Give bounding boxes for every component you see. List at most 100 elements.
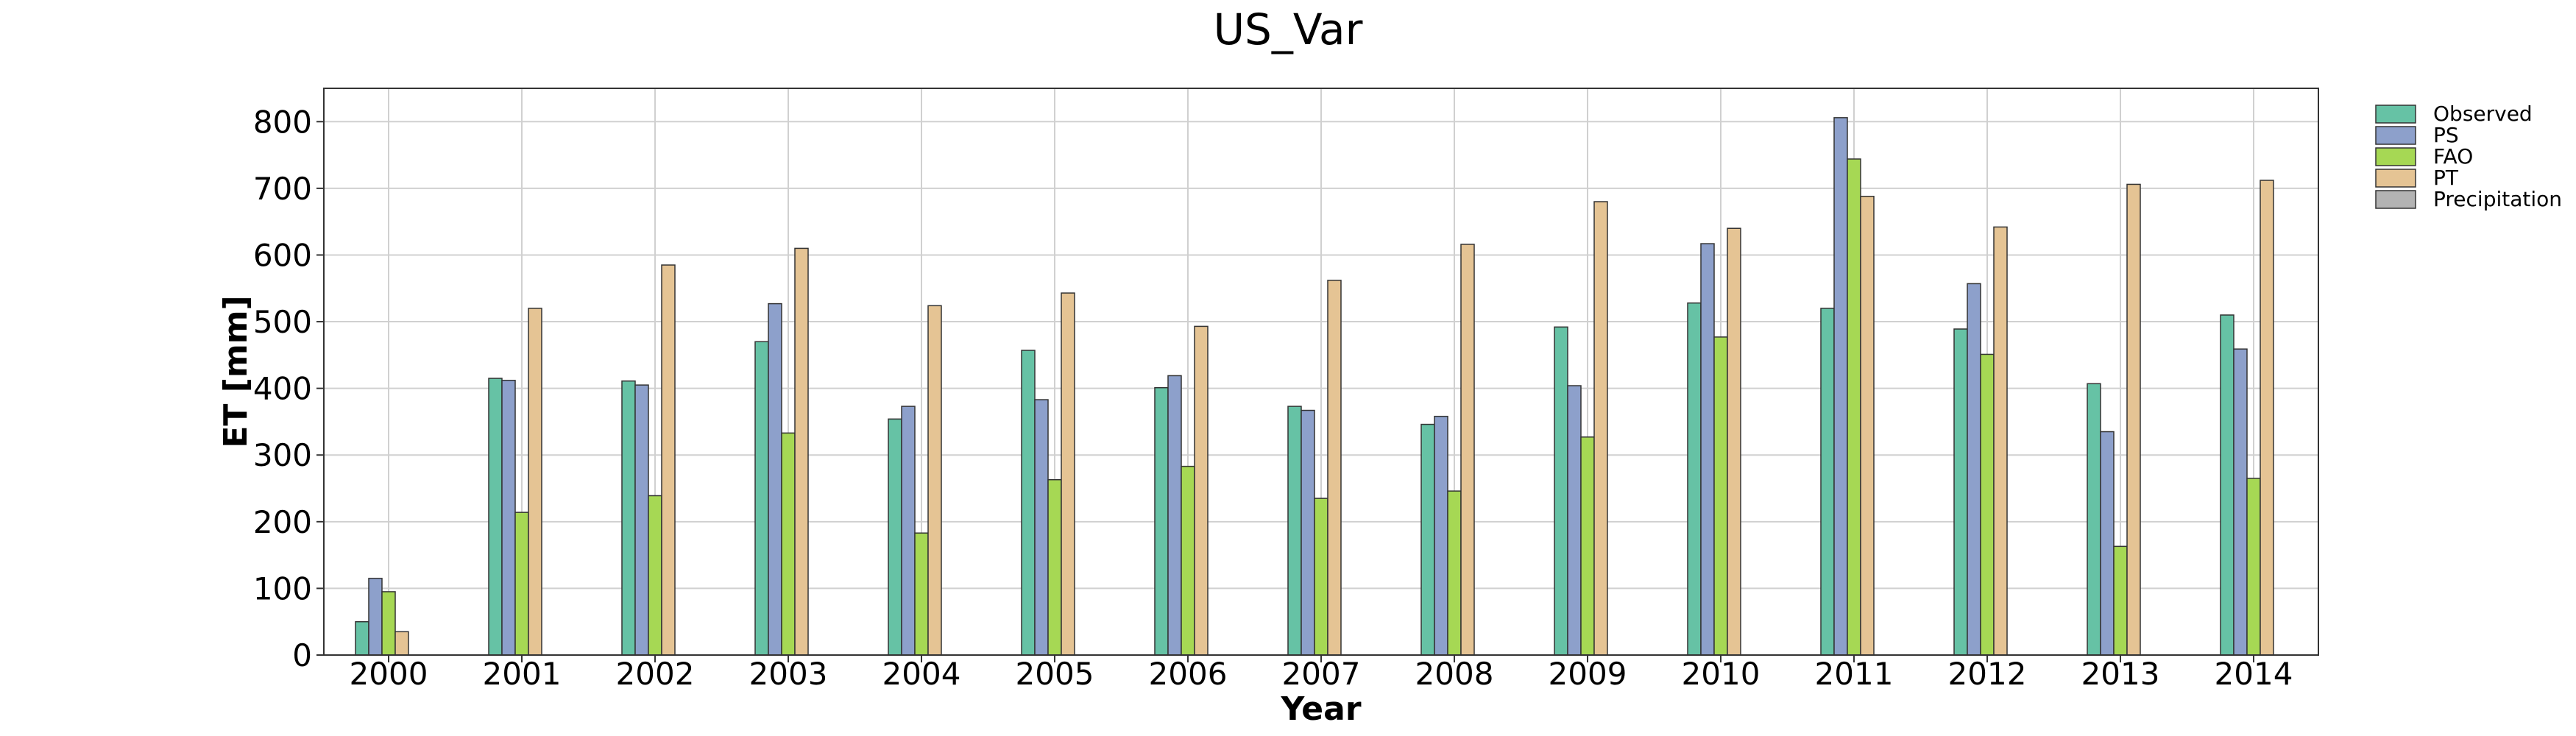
bar-ps-2002 [634, 384, 649, 656]
legend-swatch-observed [2375, 105, 2416, 124]
bar-fao-2005 [1047, 479, 1062, 656]
x-tick-label: 2003 [749, 656, 828, 692]
legend-label-ps: PS [2433, 123, 2459, 147]
bar-pt-2000 [394, 631, 409, 656]
bar-pt-2005 [1061, 292, 1075, 656]
y-tick-label: 700 [253, 171, 312, 207]
y-tick-label: 0 [292, 637, 312, 673]
bar-observed-2005 [1021, 350, 1036, 656]
bar-ps-2008 [1434, 415, 1448, 656]
x-tick-label: 2008 [1415, 656, 1494, 692]
legend-label-fao: FAO [2433, 144, 2473, 169]
bar-fao-2000 [381, 591, 396, 656]
x-tick-label: 2005 [1016, 656, 1094, 692]
bar-observed-2013 [2087, 383, 2101, 656]
bar-fao-2012 [1980, 353, 1995, 656]
bar-ps-2014 [2233, 348, 2248, 656]
bar-pt-2010 [1727, 227, 1741, 656]
y-axis-ticks: 0 100 200 300 400 500 600 700 800 [253, 104, 324, 673]
bar-ps-2006 [1167, 375, 1182, 656]
bar-ps-2003 [768, 302, 782, 656]
bar-fao-2004 [914, 532, 929, 656]
bar-observed-2001 [488, 378, 503, 656]
bar-observed-2003 [754, 341, 769, 656]
bar-ps-2004 [901, 406, 916, 656]
bar-fao-2009 [1580, 436, 1595, 656]
bar-observed-2002 [621, 380, 636, 656]
y-tick-label: 200 [253, 504, 312, 540]
x-tick-label: 2011 [1815, 656, 1894, 692]
x-tick-label: 2009 [1549, 656, 1627, 692]
bar-ps-2005 [1034, 399, 1049, 656]
legend-label-pt: PT [2433, 166, 2459, 190]
x-axis-label: Year [1280, 690, 1361, 728]
y-tick-label: 600 [253, 237, 312, 273]
bar-ps-2009 [1567, 385, 1582, 656]
bar-observed-2011 [1820, 308, 1835, 656]
bar-ps-2007 [1301, 409, 1315, 656]
legend-swatch-fao [2375, 147, 2416, 166]
legend-label-precipitation: Precipitation [2433, 187, 2562, 211]
bar-observed-2004 [888, 418, 902, 656]
bar-fao-2010 [1713, 336, 1728, 656]
x-tick-label: 2002 [616, 656, 695, 692]
bar-pt-2001 [528, 308, 542, 656]
bar-ps-2010 [1700, 243, 1715, 656]
bar-pt-2004 [927, 305, 942, 656]
x-tick-label: 2006 [1149, 656, 1228, 692]
y-tick-label: 100 [253, 570, 312, 606]
bar-pt-2008 [1460, 244, 1475, 656]
x-tick-label: 2010 [1682, 656, 1761, 692]
y-tick-label: 500 [253, 304, 312, 340]
bar-observed-2014 [2220, 314, 2234, 656]
bar-pt-2011 [1860, 196, 1875, 656]
bar-ps-2013 [2100, 431, 2115, 656]
bar-pt-2002 [661, 264, 676, 656]
bars [355, 117, 2274, 656]
bar-pt-2006 [1194, 325, 1209, 656]
bar-pt-2009 [1593, 201, 1608, 656]
bar-ps-2012 [1967, 283, 1981, 656]
x-tick-label: 2001 [483, 656, 562, 692]
legend-label-observed: Observed [2433, 102, 2533, 126]
x-tick-label: 2007 [1282, 656, 1361, 692]
legend-swatch-precipitation [2375, 190, 2416, 209]
x-tick-label: 2014 [2215, 656, 2293, 692]
bar-fao-2008 [1447, 490, 1462, 656]
bar-observed-2006 [1154, 386, 1169, 656]
bar-pt-2003 [794, 247, 809, 656]
bar-observed-2008 [1420, 423, 1435, 656]
bar-fao-2002 [648, 495, 662, 656]
bar-fao-2014 [2246, 478, 2261, 656]
x-tick-label: 2013 [2081, 656, 2160, 692]
x-tick-label: 2000 [350, 656, 428, 692]
bar-observed-2007 [1287, 406, 1302, 656]
bar-fao-2006 [1181, 465, 1195, 656]
bar-observed-2010 [1687, 302, 1702, 656]
chart-title: US_Var [1214, 4, 1363, 54]
bar-ps-2000 [368, 578, 383, 656]
x-tick-label: 2004 [882, 656, 961, 692]
bar-ps-2001 [501, 380, 516, 656]
bar-pt-2013 [2126, 183, 2141, 656]
y-tick-label: 800 [253, 104, 312, 140]
bar-fao-2013 [2113, 545, 2128, 656]
bar-pt-2014 [2260, 180, 2274, 656]
y-axis-label: ET [mm] [217, 295, 255, 447]
bar-pt-2007 [1327, 280, 1342, 656]
y-tick-label: 400 [253, 371, 312, 407]
bar-pt-2012 [1993, 226, 2008, 656]
bar-observed-2000 [355, 620, 369, 656]
bar-ps-2011 [1833, 117, 1848, 656]
bar-fao-2001 [514, 512, 529, 656]
legend-swatch-pt [2375, 169, 2416, 188]
bar-observed-2009 [1554, 326, 1568, 656]
x-tick-label: 2012 [1948, 656, 2027, 692]
y-tick-label: 300 [253, 437, 312, 473]
bar-fao-2011 [1847, 158, 1861, 656]
bar-fao-2003 [781, 432, 796, 656]
bar-observed-2012 [1953, 328, 1968, 656]
x-axis-ticks: 2000 2001 2002 2003 2004 2005 2006 2007 2008 2009… [350, 655, 2293, 692]
